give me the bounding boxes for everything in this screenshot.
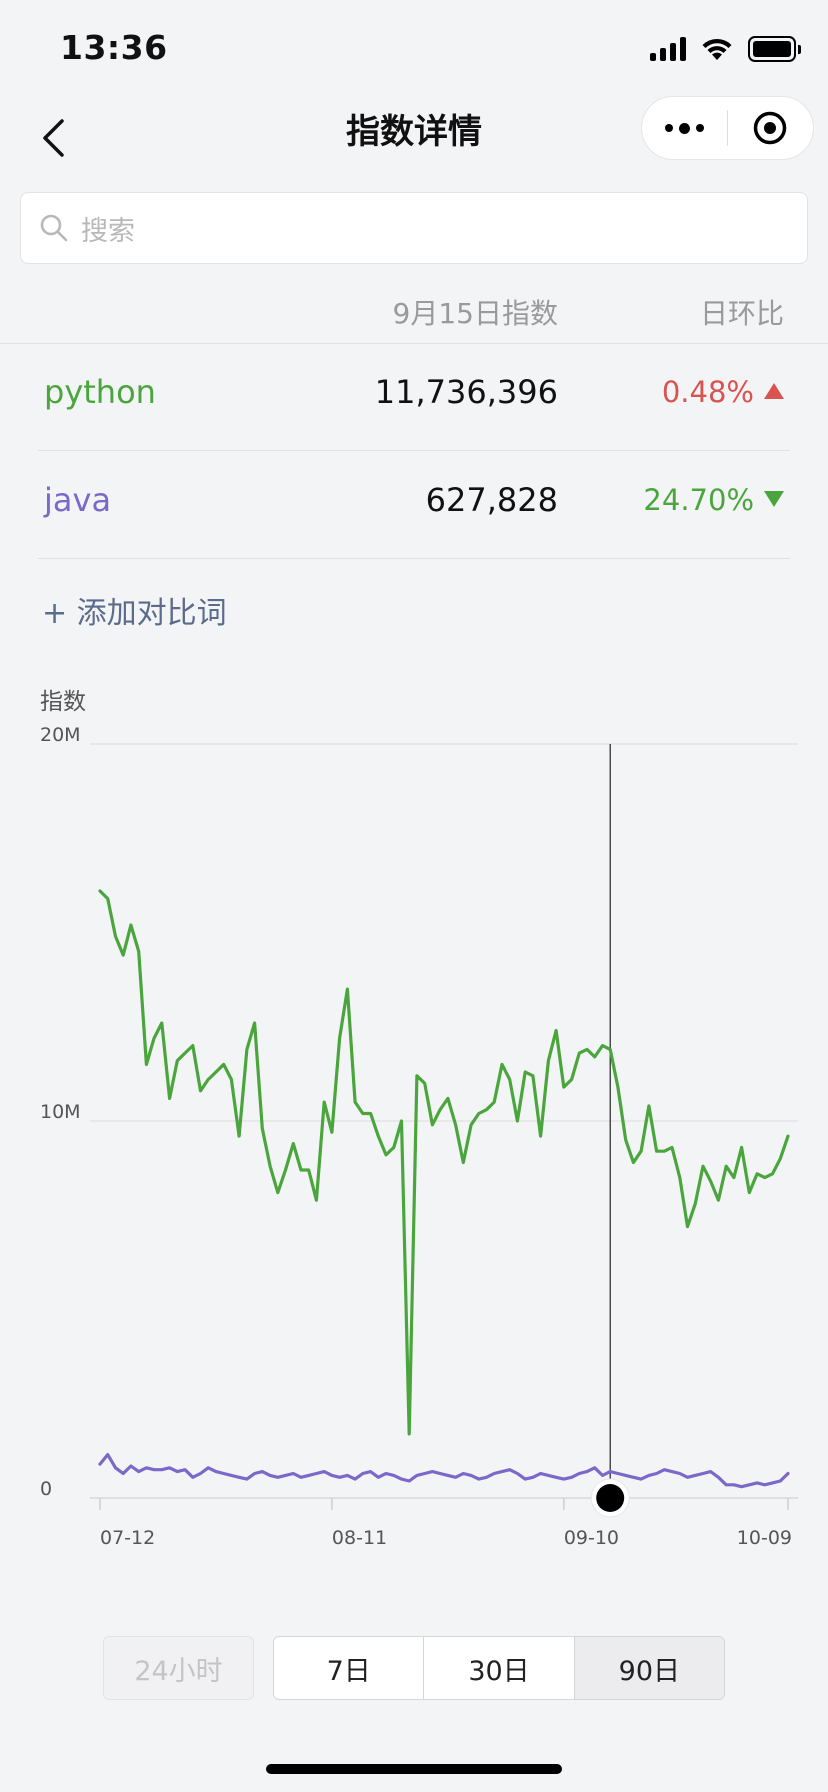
y-tick-label: 0 (40, 1478, 52, 1500)
column-header-change: 日环比 (699, 297, 784, 330)
close-button[interactable] (728, 96, 813, 160)
trend-line-chart[interactable]: 20M 10M 0 07-12 08-11 09-10 10-09 (0, 720, 828, 1560)
y-tick-label: 10M (40, 1101, 81, 1123)
column-header-index: 9月15日指数 (392, 297, 558, 330)
more-button[interactable] (642, 96, 727, 160)
triangle-down-icon (764, 491, 784, 507)
range-7d-button[interactable]: 7日 (274, 1637, 425, 1699)
term-change: 0.48% (598, 375, 784, 409)
chevron-left-icon (43, 119, 64, 157)
x-tick-label: 08-11 (332, 1527, 387, 1549)
term-change: 24.70% (598, 483, 784, 517)
wifi-icon (702, 38, 732, 60)
term-row-java[interactable]: java 627,828 24.70% (38, 451, 790, 559)
search-input[interactable]: 搜索 (20, 192, 808, 264)
series-line-python (98, 889, 790, 1436)
cellular-signal-icon (650, 37, 686, 61)
change-value: 24.70% (643, 483, 754, 517)
term-row-python[interactable]: python 11,736,396 0.48% (38, 343, 790, 451)
range-30d-button[interactable]: 30日 (424, 1637, 575, 1699)
range-90d-button[interactable]: 90日 (574, 1637, 724, 1699)
crosshair-marker (596, 1484, 625, 1512)
divider (0, 343, 828, 344)
target-close-icon (754, 111, 787, 145)
x-tick-label: 07-12 (100, 1527, 155, 1549)
mini-program-capsule (641, 96, 814, 160)
back-button[interactable] (24, 108, 84, 168)
y-tick-label: 20M (40, 724, 81, 746)
change-value: 0.48% (661, 375, 754, 409)
term-name: java (44, 481, 112, 519)
term-name: python (44, 373, 156, 411)
term-index-value: 11,736,396 (374, 373, 558, 411)
range-24h-button: 24小时 (103, 1636, 254, 1700)
add-compare-term-button[interactable]: + 添加对比词 (42, 596, 227, 631)
term-index-value: 627,828 (425, 481, 558, 519)
battery-icon (748, 36, 801, 62)
search-placeholder: 搜索 (81, 215, 135, 247)
range-segmented-control: 7日 30日 90日 (273, 1636, 725, 1700)
series-line-java (98, 1452, 790, 1489)
chart-y-axis-label: 指数 (40, 689, 86, 715)
search-icon (40, 214, 68, 242)
status-time: 13:36 (60, 28, 168, 67)
home-indicator (266, 1764, 562, 1774)
x-tick-label: 10-09 (737, 1527, 792, 1549)
capsule-divider (727, 110, 728, 146)
triangle-up-icon (764, 383, 784, 399)
status-icons (650, 34, 801, 64)
x-tick-label: 09-10 (564, 1527, 619, 1549)
page-title: 指数详情 (346, 112, 482, 152)
